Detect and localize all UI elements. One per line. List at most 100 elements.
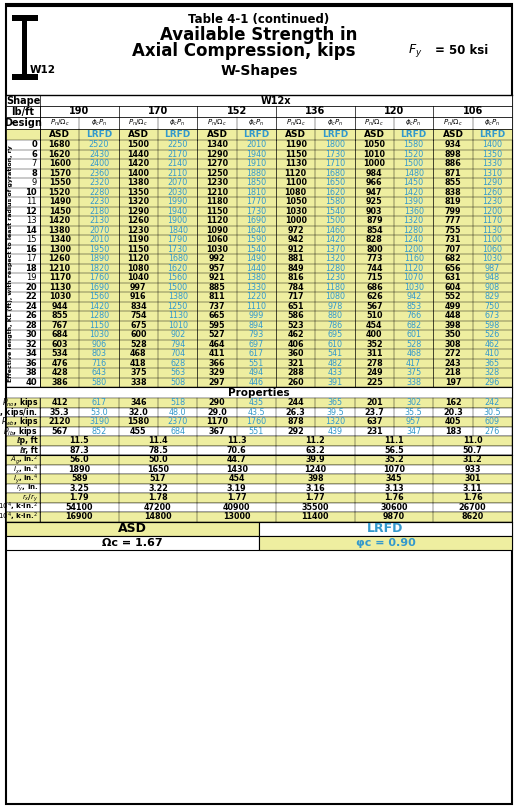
- Text: 1500: 1500: [325, 216, 345, 225]
- Text: 855: 855: [51, 311, 68, 320]
- Text: 1560: 1560: [168, 273, 188, 282]
- Text: 1770: 1770: [246, 198, 266, 207]
- Text: 8: 8: [31, 168, 37, 177]
- Text: 948: 948: [485, 273, 500, 282]
- Text: 1520: 1520: [49, 188, 71, 197]
- Text: $P_{lb}$, kips: $P_{lb}$, kips: [4, 424, 38, 437]
- Text: 707: 707: [445, 245, 461, 254]
- Text: 2370: 2370: [167, 417, 188, 426]
- Text: 944: 944: [51, 302, 68, 311]
- Bar: [6, 387, 512, 398]
- Text: LRFD: LRFD: [367, 522, 404, 535]
- Text: 885: 885: [209, 283, 225, 292]
- Text: $I_x$, in.$^4$: $I_x$, in.$^4$: [13, 463, 38, 475]
- Text: 1.78: 1.78: [148, 493, 168, 502]
- Text: 755: 755: [445, 226, 461, 235]
- Text: 1990: 1990: [167, 198, 188, 207]
- Text: 346: 346: [130, 399, 147, 407]
- Bar: [259, 535, 512, 549]
- Text: 11.3: 11.3: [227, 437, 247, 446]
- Text: 418: 418: [130, 359, 147, 368]
- Text: 462: 462: [287, 330, 304, 339]
- Text: $\phi_cP_n$: $\phi_cP_n$: [91, 118, 107, 128]
- Text: 30600: 30600: [380, 503, 408, 512]
- Text: 908: 908: [485, 283, 500, 292]
- Text: 852: 852: [91, 427, 107, 436]
- Text: 63.2: 63.2: [306, 446, 325, 454]
- Text: 1940: 1940: [246, 150, 266, 159]
- Text: 2170: 2170: [167, 150, 188, 159]
- Text: 39.5: 39.5: [326, 407, 344, 417]
- Bar: [6, 427, 512, 436]
- Bar: [6, 407, 512, 417]
- Text: 468: 468: [130, 349, 147, 358]
- Text: 682: 682: [444, 254, 462, 263]
- Text: LRFD: LRFD: [165, 130, 191, 139]
- Text: 1730: 1730: [168, 245, 188, 254]
- Text: 675: 675: [130, 321, 147, 330]
- Text: 656: 656: [445, 264, 461, 273]
- Text: 1420: 1420: [404, 188, 424, 197]
- Text: 1730: 1730: [325, 150, 345, 159]
- Text: 1210: 1210: [206, 188, 228, 197]
- Text: 1240: 1240: [304, 465, 326, 474]
- Text: 350: 350: [445, 330, 461, 339]
- Text: 1290: 1290: [206, 150, 228, 159]
- Bar: [6, 484, 512, 493]
- Text: 567: 567: [366, 302, 383, 311]
- Text: 499: 499: [445, 302, 461, 311]
- Text: 48.0: 48.0: [169, 407, 186, 417]
- Text: 1100: 1100: [285, 178, 307, 187]
- Text: 136: 136: [305, 106, 325, 117]
- Text: 1620: 1620: [168, 264, 188, 273]
- Text: 311: 311: [366, 349, 383, 358]
- Text: 766: 766: [406, 311, 421, 320]
- Text: 1340: 1340: [206, 140, 228, 149]
- Text: 464: 464: [209, 339, 225, 349]
- Text: 1350: 1350: [127, 188, 149, 197]
- Text: lb/ft: lb/ft: [11, 106, 35, 117]
- Bar: [6, 117, 512, 129]
- Text: 1940: 1940: [168, 207, 188, 215]
- Text: 617: 617: [92, 399, 107, 407]
- Text: 527: 527: [209, 330, 225, 339]
- Text: 296: 296: [485, 377, 500, 386]
- Text: 417: 417: [406, 359, 421, 368]
- Text: 435: 435: [249, 399, 264, 407]
- Text: 1150: 1150: [89, 321, 109, 330]
- Text: $\phi_cP_n$: $\phi_cP_n$: [327, 118, 343, 128]
- Text: LRFD: LRFD: [243, 130, 269, 139]
- Text: 1060: 1060: [206, 235, 228, 245]
- Text: 3.13: 3.13: [384, 484, 404, 492]
- Text: 347: 347: [406, 427, 421, 436]
- Text: 1170: 1170: [49, 273, 70, 282]
- Text: 398: 398: [307, 474, 324, 484]
- Text: 1370: 1370: [325, 245, 345, 254]
- Text: 2230: 2230: [89, 198, 109, 207]
- Text: 11.4: 11.4: [148, 437, 168, 446]
- Text: 552: 552: [444, 292, 462, 301]
- Text: 13: 13: [26, 216, 37, 225]
- Text: 811: 811: [209, 292, 225, 301]
- Text: 6: 6: [31, 150, 37, 159]
- Text: 517: 517: [150, 474, 166, 484]
- Text: Design: Design: [4, 118, 42, 128]
- Text: 987: 987: [485, 264, 500, 273]
- Text: 36: 36: [25, 359, 37, 368]
- Text: 1220: 1220: [246, 292, 266, 301]
- Text: 1380: 1380: [49, 226, 71, 235]
- Text: 26700: 26700: [459, 503, 486, 512]
- Text: 3.16: 3.16: [306, 484, 325, 492]
- Text: 1420: 1420: [325, 235, 345, 245]
- Text: 1490: 1490: [49, 198, 70, 207]
- Text: 398: 398: [444, 321, 462, 330]
- Text: 523: 523: [287, 321, 304, 330]
- Text: 1540: 1540: [246, 245, 266, 254]
- Text: 510: 510: [366, 311, 383, 320]
- Text: 11.1: 11.1: [384, 437, 404, 446]
- Text: 1170: 1170: [482, 216, 502, 225]
- Text: 446: 446: [249, 377, 264, 386]
- Text: $P_{wb}$, kips: $P_{wb}$, kips: [1, 416, 38, 428]
- Text: 1320: 1320: [325, 417, 345, 426]
- Text: 803: 803: [92, 349, 107, 358]
